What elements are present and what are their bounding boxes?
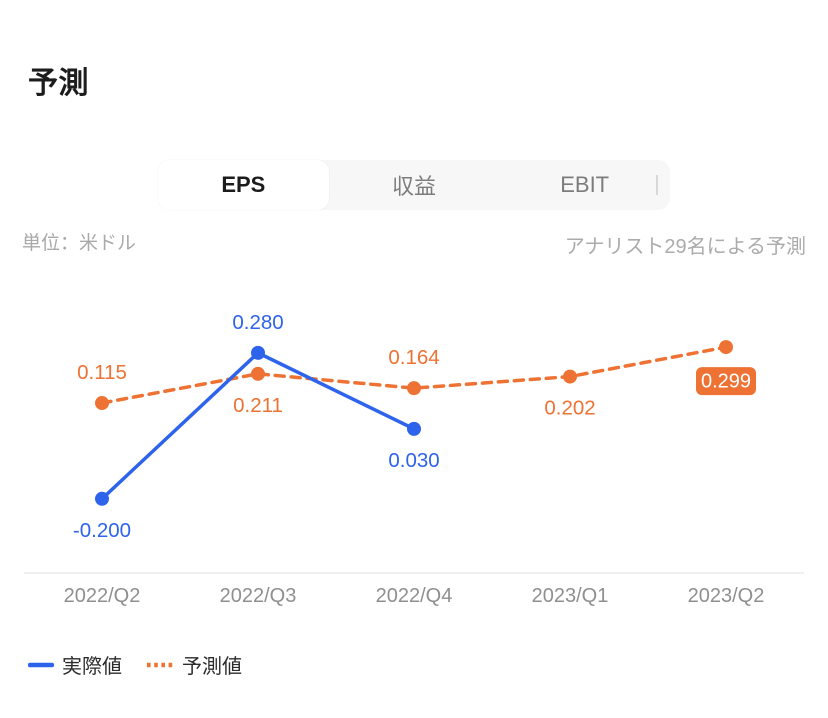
legend-item-forecast: 予測値 (146, 650, 242, 679)
x-axis-tick-label: 2023/Q1 (532, 585, 609, 607)
chart-canvas: 2022/Q2 2022/Q3 2022/Q4 2023/Q1 2023/Q2 0.115… (24, 311, 804, 607)
tab-divider (656, 175, 658, 195)
forecast-value-badge-label: 0.299 (701, 371, 751, 393)
forecast-point-2023/Q1[interactable] (563, 369, 577, 384)
legend-label-forecast: 予測値 (182, 656, 242, 678)
tab-ebit[interactable]: EBIT (499, 160, 670, 210)
actual-value-label: 0.280 (232, 311, 283, 334)
actual-line-swatch (28, 662, 54, 667)
tab-revenue[interactable]: 収益 (329, 160, 500, 210)
tab-eps[interactable]: EPS (158, 160, 329, 210)
forecast-value-label: 0.202 (544, 397, 595, 420)
forecast-series-line (100, 345, 728, 405)
forecast-value-label: 0.211 (233, 394, 283, 417)
unit-label: 単位：米ドル (22, 233, 137, 254)
x-axis-tick-label: 2022/Q3 (220, 585, 297, 607)
actual-value-label: -0.200 (73, 519, 131, 542)
forecast-value-label: 0.115 (77, 361, 127, 384)
forecast-line-swatch (147, 662, 173, 667)
analyst-count-label: アナリスト29名による予測 (564, 236, 806, 258)
page-title: 予測 (28, 67, 89, 100)
forecast-point-2022/Q4[interactable] (407, 381, 421, 396)
legend-label-actual: 実際値 (62, 656, 122, 678)
actual-value-label: 0.030 (388, 449, 439, 472)
forecast-point-2023/Q2[interactable] (719, 340, 733, 355)
forecast-value-label: 0.164 (388, 346, 439, 369)
actual-point-2022/Q3[interactable] (251, 345, 265, 360)
forecast-value-badge[interactable] (694, 365, 758, 398)
x-axis-tick-label: 2022/Q4 (376, 585, 453, 607)
forecast-line-chart: 2022/Q2 2022/Q3 2022/Q4 2023/Q1 2023/Q2 0.115… (0, 300, 828, 610)
x-axis-tick-label: 2022/Q2 (64, 585, 141, 607)
metric-tabbar: EPS 収益 EBIT (158, 160, 670, 210)
forecast-point-2022/Q3[interactable] (251, 366, 265, 381)
forecast-point-2022/Q2[interactable] (95, 396, 109, 411)
actual-point-2022/Q4[interactable] (407, 421, 421, 436)
x-axis-tick-label: 2023/Q2 (688, 585, 765, 607)
legend-item-actual: 実際値 (28, 650, 122, 679)
actual-point-2022/Q2[interactable] (95, 491, 109, 506)
chart-legend: 実際値 予測値 (28, 650, 242, 679)
